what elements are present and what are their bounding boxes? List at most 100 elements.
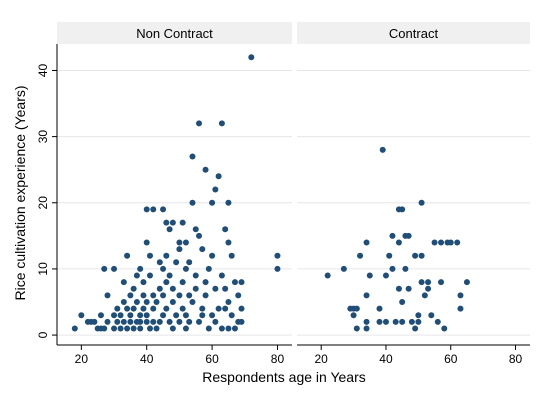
data-point: [133, 272, 140, 279]
y-tick-label: 10: [36, 262, 50, 276]
data-point: [143, 206, 150, 213]
data-point: [438, 279, 445, 286]
data-point: [111, 312, 118, 319]
data-point: [179, 279, 186, 286]
data-point: [196, 318, 203, 325]
data-point: [363, 325, 370, 332]
data-point: [205, 265, 212, 272]
data-point: [212, 285, 219, 292]
data-point: [218, 325, 225, 332]
data-point: [215, 173, 222, 180]
data-point: [189, 153, 196, 160]
data-point: [97, 312, 104, 319]
data-point: [163, 279, 170, 286]
data-point: [117, 325, 124, 332]
data-point: [231, 279, 238, 286]
x-tick-label: 80: [509, 352, 523, 366]
data-point: [421, 292, 428, 299]
y-tick-label: 0: [36, 331, 50, 338]
x-tick-label: 20: [315, 352, 329, 366]
data-point: [182, 312, 189, 319]
panel-plot-area: [297, 44, 530, 345]
data-point: [169, 299, 176, 305]
data-point: [163, 219, 170, 226]
data-point: [111, 265, 118, 272]
data-point: [143, 239, 150, 246]
data-point: [143, 312, 150, 319]
data-point: [130, 305, 137, 312]
data-point: [386, 252, 393, 259]
data-point: [457, 305, 464, 312]
data-point: [382, 272, 389, 279]
data-point: [418, 252, 425, 259]
data-point: [189, 299, 196, 305]
data-point: [199, 305, 206, 312]
data-point: [225, 325, 232, 332]
data-point: [114, 318, 121, 325]
data-point: [192, 285, 199, 292]
data-point: [228, 252, 235, 259]
data-point: [133, 299, 140, 305]
data-point: [196, 232, 203, 239]
data-point: [340, 265, 347, 272]
data-point: [104, 292, 111, 299]
data-point: [179, 305, 186, 312]
data-point: [150, 292, 157, 299]
panel-title: Contract: [389, 26, 439, 41]
data-point: [143, 318, 150, 325]
data-point: [169, 285, 176, 292]
x-tick-label: 40: [379, 352, 393, 366]
data-point: [231, 325, 238, 332]
data-point: [120, 299, 127, 305]
data-point: [117, 312, 124, 319]
data-point: [353, 305, 360, 312]
data-point: [140, 279, 147, 286]
data-point: [274, 252, 281, 259]
data-point: [399, 299, 406, 305]
data-point: [228, 312, 235, 319]
data-point: [111, 325, 118, 332]
data-point: [140, 292, 147, 299]
data-point: [415, 312, 422, 319]
y-axis-title: Rice cultivation experience (Years): [12, 85, 28, 300]
data-point: [218, 272, 225, 279]
data-point: [222, 285, 229, 292]
data-point: [363, 318, 370, 325]
data-point: [205, 325, 212, 332]
data-point: [137, 325, 144, 332]
data-point: [137, 265, 144, 272]
data-point: [415, 318, 422, 325]
data-point: [209, 252, 216, 259]
data-point: [425, 279, 432, 286]
data-point: [192, 272, 199, 279]
data-point: [163, 252, 170, 259]
data-point: [209, 312, 216, 319]
data-point: [389, 232, 396, 239]
data-point: [418, 279, 425, 286]
data-point: [402, 265, 409, 272]
data-point: [186, 318, 193, 325]
data-point: [189, 199, 196, 206]
data-point: [153, 325, 160, 332]
y-tick-label: 40: [36, 63, 50, 77]
data-point: [399, 206, 406, 213]
data-point: [186, 292, 193, 299]
x-tick-label: 80: [271, 352, 285, 366]
data-point: [140, 305, 147, 312]
data-point: [130, 285, 137, 292]
data-point: [166, 226, 173, 233]
data-point: [212, 186, 219, 193]
y-tick-label: 30: [36, 130, 50, 144]
data-point: [156, 285, 163, 292]
data-point: [218, 120, 225, 127]
data-point: [225, 199, 232, 206]
data-point: [176, 318, 183, 325]
data-point: [357, 252, 364, 259]
data-point: [199, 312, 206, 319]
data-point: [160, 292, 167, 299]
data-point: [179, 219, 186, 226]
data-point: [363, 239, 370, 246]
data-point: [447, 239, 454, 246]
data-point: [143, 299, 150, 305]
